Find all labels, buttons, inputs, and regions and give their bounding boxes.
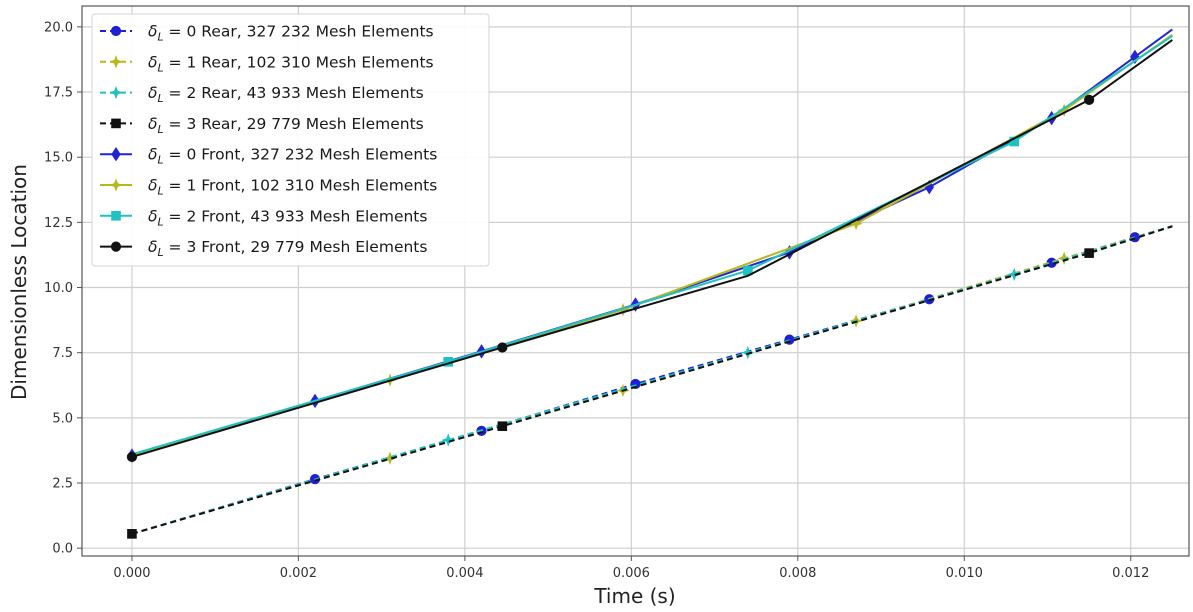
legend-delta: δ [148, 115, 157, 133]
series-line [131, 225, 1173, 535]
legend-delta: δ [148, 177, 157, 195]
legend-label: δL = 0 Rear, 327 232 Mesh Elements [148, 23, 434, 44]
legend-delta: δ [148, 84, 157, 102]
legend-item: δL = 0 Front, 327 232 Mesh Elements [100, 146, 437, 167]
legend-item: δL = 3 Front, 29 779 Mesh Elements [100, 238, 427, 259]
data-point [497, 342, 508, 353]
legend-item: δL = 0 Rear, 327 232 Mesh Elements [100, 23, 434, 44]
y-axis-ticks: 0.0 2.5 5.0 7.5 10.0 12.5 15.0 17.5 20.0 [44, 20, 82, 557]
y-tick-label: 20.0 [44, 20, 73, 35]
plot-frame [81, 5, 1190, 557]
data-point [1084, 94, 1095, 105]
legend-swatch-marker [111, 210, 121, 221]
legend-text: = 2 Rear, 43 933 Mesh Elements [164, 84, 424, 102]
legend-swatch-marker [109, 178, 123, 192]
legend-delta: δ [148, 146, 157, 164]
series-3 [127, 225, 1173, 539]
legend-subscript: L [157, 123, 163, 136]
legend-swatch-marker [111, 118, 121, 129]
legend-swatch-marker [109, 55, 123, 69]
legend-label: δL = 1 Rear, 102 310 Mesh Elements [148, 53, 434, 74]
legend-text: = 1 Rear, 102 310 Mesh Elements [164, 53, 434, 71]
series-layer [126, 28, 1173, 539]
data-point [741, 346, 755, 360]
legend-subscript: L [157, 31, 163, 44]
legend-text: = 3 Rear, 29 779 Mesh Elements [164, 115, 424, 133]
series-6 [131, 35, 1173, 456]
legend-swatch-marker [110, 25, 122, 37]
y-tick-label: 10.0 [44, 281, 73, 296]
legend-delta: δ [148, 23, 157, 41]
legend-delta: δ [148, 207, 157, 225]
legend-subscript: L [157, 92, 163, 105]
legend-label: δL = 2 Rear, 43 933 Mesh Elements [148, 84, 424, 105]
x-tick-label: 0.004 [446, 566, 483, 581]
legend-item: δL = 2 Rear, 43 933 Mesh Elements [100, 84, 424, 105]
legend-text: = 1 Front, 102 310 Mesh Elements [164, 177, 438, 195]
legend-item: δL = 2 Front, 43 933 Mesh Elements [100, 207, 427, 228]
legend-text: = 0 Front, 327 232 Mesh Elements [164, 146, 438, 164]
legend-text: = 2 Front, 43 933 Mesh Elements [164, 207, 428, 225]
data-point [1130, 49, 1140, 65]
legend-label: δL = 3 Front, 29 779 Mesh Elements [148, 238, 427, 259]
legend-text: = 3 Front, 29 779 Mesh Elements [164, 238, 428, 256]
legend-box [91, 13, 490, 267]
legend-swatch-marker [111, 146, 121, 162]
legend-subscript: L [157, 215, 163, 228]
legend-label: δL = 0 Front, 327 232 Mesh Elements [148, 146, 437, 167]
y-axis-title: Dimensionless Location [7, 164, 31, 400]
y-tick-label: 17.5 [44, 86, 73, 101]
legend-item: δL = 1 Front, 102 310 Mesh Elements [100, 177, 437, 198]
y-tick-label: 12.5 [44, 216, 73, 231]
legend-item: δL = 1 Rear, 102 310 Mesh Elements [100, 53, 434, 74]
x-axis-title: Time (s) [593, 584, 675, 608]
y-tick-label: 15.0 [44, 151, 73, 166]
y-tick-label: 0.0 [52, 542, 73, 557]
y-tick-label: 2.5 [52, 477, 73, 492]
data-point [1084, 248, 1094, 258]
data-point [126, 451, 138, 463]
x-tick-label: 0.002 [280, 566, 317, 581]
legend-delta: δ [148, 53, 157, 71]
legend-swatch-marker [109, 85, 123, 100]
legend-subscript: L [157, 185, 163, 198]
legend-item: δL = 3 Rear, 29 779 Mesh Elements [100, 115, 424, 136]
data-point [441, 433, 455, 447]
data-point [497, 421, 508, 431]
y-tick-label: 7.5 [52, 346, 73, 361]
x-tick-label: 0.008 [779, 566, 816, 581]
legend-text: = 0 Rear, 327 232 Mesh Elements [164, 23, 434, 41]
x-tick-label: 0.000 [113, 566, 150, 581]
legend-label: δL = 1 Front, 102 310 Mesh Elements [148, 177, 437, 198]
series-line [131, 39, 1173, 458]
y-tick-label: 5.0 [52, 411, 73, 426]
x-tick-label: 0.012 [1112, 566, 1149, 581]
x-axis-ticks: 0.000 0.002 0.004 0.006 0.008 0.010 0.012 [113, 556, 1149, 581]
legend-swatch-marker [110, 241, 122, 252]
series-7 [126, 39, 1173, 463]
legend-subscript: L [157, 61, 163, 74]
x-tick-label: 0.006 [613, 566, 650, 581]
legend-label: δL = 2 Front, 43 933 Mesh Elements [148, 207, 427, 228]
legend-subscript: L [157, 246, 163, 259]
legend-delta: δ [148, 238, 157, 256]
legend-label: δL = 3 Rear, 29 779 Mesh Elements [148, 115, 424, 136]
legend-subscript: L [157, 154, 163, 167]
x-tick-label: 0.010 [946, 566, 983, 581]
data-point [127, 529, 137, 539]
